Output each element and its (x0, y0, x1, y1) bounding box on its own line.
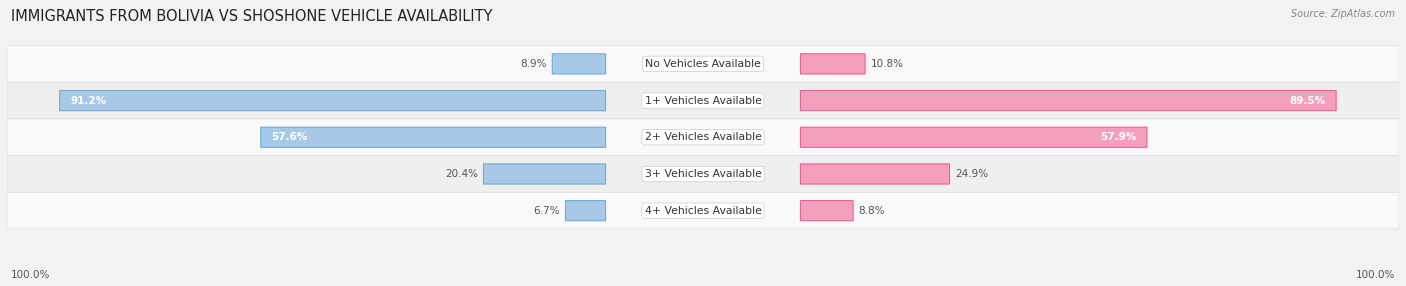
Text: 100.0%: 100.0% (1355, 270, 1395, 280)
FancyBboxPatch shape (7, 192, 1399, 229)
Text: 6.7%: 6.7% (533, 206, 560, 216)
Text: 8.9%: 8.9% (520, 59, 547, 69)
Text: 24.9%: 24.9% (955, 169, 988, 179)
Text: 4+ Vehicles Available: 4+ Vehicles Available (644, 206, 762, 216)
FancyBboxPatch shape (800, 54, 865, 74)
Text: 2+ Vehicles Available: 2+ Vehicles Available (644, 132, 762, 142)
FancyBboxPatch shape (553, 54, 606, 74)
FancyBboxPatch shape (7, 119, 1399, 156)
Text: 3+ Vehicles Available: 3+ Vehicles Available (644, 169, 762, 179)
FancyBboxPatch shape (7, 45, 1399, 82)
FancyBboxPatch shape (7, 82, 1399, 119)
Text: 1+ Vehicles Available: 1+ Vehicles Available (644, 96, 762, 106)
FancyBboxPatch shape (800, 164, 949, 184)
Text: 100.0%: 100.0% (11, 270, 51, 280)
FancyBboxPatch shape (565, 200, 606, 221)
FancyBboxPatch shape (484, 164, 606, 184)
Text: Source: ZipAtlas.com: Source: ZipAtlas.com (1291, 9, 1395, 19)
FancyBboxPatch shape (59, 90, 606, 111)
FancyBboxPatch shape (800, 90, 1336, 111)
Text: 89.5%: 89.5% (1289, 96, 1326, 106)
FancyBboxPatch shape (260, 127, 606, 147)
FancyBboxPatch shape (800, 127, 1147, 147)
FancyBboxPatch shape (7, 156, 1399, 192)
Text: 57.6%: 57.6% (271, 132, 308, 142)
Text: No Vehicles Available: No Vehicles Available (645, 59, 761, 69)
Text: 10.8%: 10.8% (870, 59, 904, 69)
FancyBboxPatch shape (800, 200, 853, 221)
Text: 91.2%: 91.2% (70, 96, 107, 106)
Text: 57.9%: 57.9% (1101, 132, 1136, 142)
Text: 8.8%: 8.8% (859, 206, 886, 216)
Text: 20.4%: 20.4% (444, 169, 478, 179)
Text: IMMIGRANTS FROM BOLIVIA VS SHOSHONE VEHICLE AVAILABILITY: IMMIGRANTS FROM BOLIVIA VS SHOSHONE VEHI… (11, 9, 492, 23)
